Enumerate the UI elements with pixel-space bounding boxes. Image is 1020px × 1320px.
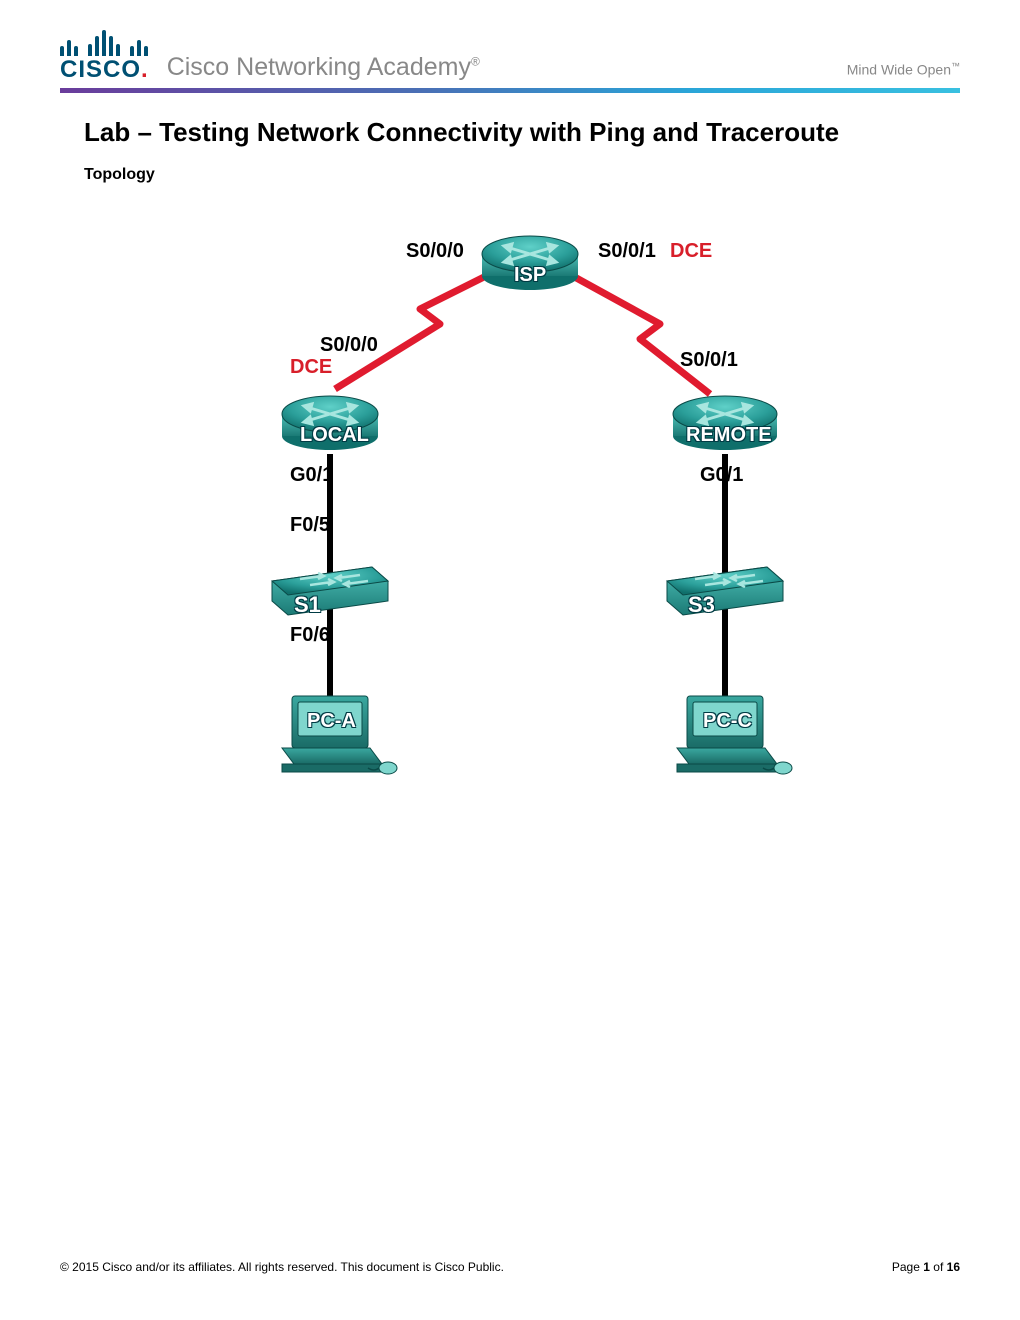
if-local-g: G0/1 xyxy=(290,464,333,487)
header-rule xyxy=(60,88,960,93)
topology-diagram: ISP LOCAL REMOTE S1 S3 PC-A PC-C S0/0/0 … xyxy=(190,194,830,794)
label-isp: ISP xyxy=(514,264,546,287)
doc-title: Lab – Testing Network Connectivity with … xyxy=(84,117,960,148)
label-s1: S1 xyxy=(294,592,321,618)
copyright: © 2015 Cisco and/or its affiliates. All … xyxy=(60,1260,504,1274)
brand: CISCO. Cisco Networking Academy® xyxy=(60,30,480,82)
tagline: Mind Wide Open™ xyxy=(847,61,960,82)
cisco-logo: CISCO. xyxy=(60,30,149,82)
label-pcc: PC-C xyxy=(703,710,752,733)
section-title: Topology xyxy=(84,166,960,184)
page-number: Page 1 of 16 xyxy=(892,1260,960,1274)
cisco-bars-icon xyxy=(60,30,149,56)
if-local-f5: F0/5 xyxy=(290,514,330,537)
brand-word: CISCO. xyxy=(60,58,149,82)
node-pca xyxy=(282,696,397,774)
node-s1 xyxy=(272,567,388,615)
link-isp-local xyxy=(335,269,500,389)
label-s3: S3 xyxy=(688,592,715,618)
if-isp-left: S0/0/0 xyxy=(406,240,464,263)
page-header: CISCO. Cisco Networking Academy® Mind Wi… xyxy=(60,30,960,88)
if-isp-right: S0/0/1 xyxy=(598,240,656,263)
if-remote-top: S0/0/1 xyxy=(680,349,738,372)
node-pcc xyxy=(677,696,792,774)
if-local-f6: F0/6 xyxy=(290,624,330,647)
if-isp-right-dce: DCE xyxy=(670,240,712,263)
if-remote-g: G0/1 xyxy=(700,464,743,487)
academy-text: Cisco Networking Academy® xyxy=(167,55,480,82)
page-footer: © 2015 Cisco and/or its affiliates. All … xyxy=(60,1260,960,1274)
label-remote: REMOTE xyxy=(686,424,772,447)
label-pca: PC-A xyxy=(307,710,356,733)
node-s3 xyxy=(667,567,783,615)
topology-svg xyxy=(190,194,830,794)
if-local-top: S0/0/0 xyxy=(320,334,378,357)
label-local: LOCAL xyxy=(300,424,369,447)
link-isp-remote xyxy=(560,269,710,394)
if-local-top-dce: DCE xyxy=(290,356,332,379)
